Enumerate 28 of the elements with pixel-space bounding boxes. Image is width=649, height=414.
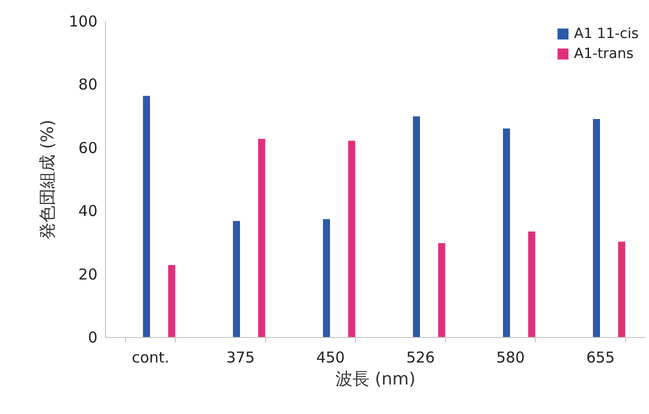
legend-label: A1 11-cis xyxy=(574,26,639,42)
y-tick-label: 20 xyxy=(78,265,98,284)
y-tick-label: 0 xyxy=(88,328,98,346)
bar xyxy=(438,243,446,337)
x-tick-label: 450 xyxy=(316,348,345,366)
bar xyxy=(618,242,626,337)
bar xyxy=(168,264,176,337)
x-axis-title: 波長 (nm) xyxy=(335,370,416,390)
bar xyxy=(142,96,150,337)
bar xyxy=(348,140,356,337)
x-tick-label: cont. xyxy=(132,348,170,366)
y-tick-label: 80 xyxy=(78,76,98,94)
bar xyxy=(232,221,240,337)
bar xyxy=(528,231,536,337)
y-tick-label: 60 xyxy=(78,138,98,157)
x-tick-label: 375 xyxy=(226,348,255,366)
y-tick-label: 40 xyxy=(78,202,98,220)
bar xyxy=(592,118,600,337)
legend-label: A1-trans xyxy=(574,46,634,62)
y-tick-label: 100 xyxy=(68,12,98,30)
bar xyxy=(322,219,330,337)
x-tick-label: 655 xyxy=(586,348,615,366)
x-tick-label: 526 xyxy=(406,348,435,366)
bar xyxy=(502,128,510,337)
x-tick-label: 580 xyxy=(496,348,525,366)
y-axis-title: 発色団組成 (%) xyxy=(38,120,58,240)
bar xyxy=(258,138,266,337)
bar xyxy=(412,116,420,337)
